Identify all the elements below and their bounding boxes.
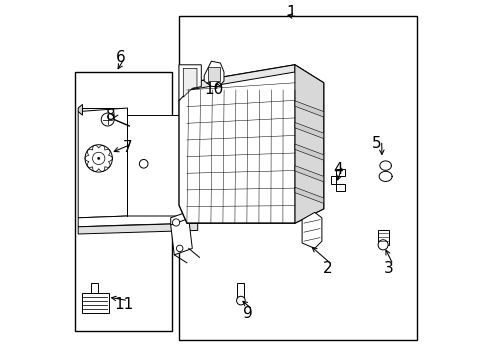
Text: 4: 4 [333, 162, 342, 177]
Circle shape [377, 240, 387, 250]
Circle shape [172, 219, 179, 226]
Circle shape [236, 296, 244, 305]
Circle shape [92, 152, 104, 165]
Polygon shape [91, 283, 98, 293]
Circle shape [176, 245, 183, 252]
Polygon shape [377, 230, 387, 245]
Circle shape [101, 113, 114, 126]
Polygon shape [294, 166, 323, 182]
Text: 2: 2 [322, 261, 331, 276]
Text: 7: 7 [122, 140, 132, 155]
Circle shape [139, 159, 148, 168]
Text: 10: 10 [204, 82, 223, 98]
Circle shape [97, 157, 100, 160]
Text: 9: 9 [243, 306, 252, 321]
Polygon shape [207, 67, 220, 81]
Polygon shape [237, 283, 244, 301]
Polygon shape [294, 122, 323, 139]
Text: 6: 6 [115, 50, 125, 65]
Text: 8: 8 [106, 108, 116, 123]
Polygon shape [179, 65, 201, 101]
Polygon shape [294, 144, 323, 160]
Polygon shape [294, 187, 323, 203]
Polygon shape [170, 210, 194, 225]
Text: 3: 3 [383, 261, 392, 276]
Text: 5: 5 [371, 136, 381, 152]
Polygon shape [294, 65, 323, 223]
Circle shape [85, 145, 112, 172]
Polygon shape [302, 212, 321, 248]
Polygon shape [81, 293, 108, 313]
Polygon shape [204, 61, 224, 86]
Polygon shape [78, 216, 197, 227]
Polygon shape [179, 65, 323, 223]
Polygon shape [188, 65, 294, 90]
Polygon shape [78, 104, 82, 115]
Text: 11: 11 [114, 297, 133, 312]
Text: 1: 1 [286, 5, 296, 20]
Polygon shape [170, 219, 192, 255]
Polygon shape [78, 223, 197, 234]
Bar [75, 72, 172, 331]
Polygon shape [183, 68, 197, 97]
Bar [179, 16, 416, 340]
Polygon shape [82, 108, 127, 115]
Polygon shape [78, 108, 127, 218]
Polygon shape [127, 123, 133, 129]
Polygon shape [127, 115, 197, 216]
Polygon shape [294, 101, 323, 117]
Polygon shape [330, 169, 345, 191]
